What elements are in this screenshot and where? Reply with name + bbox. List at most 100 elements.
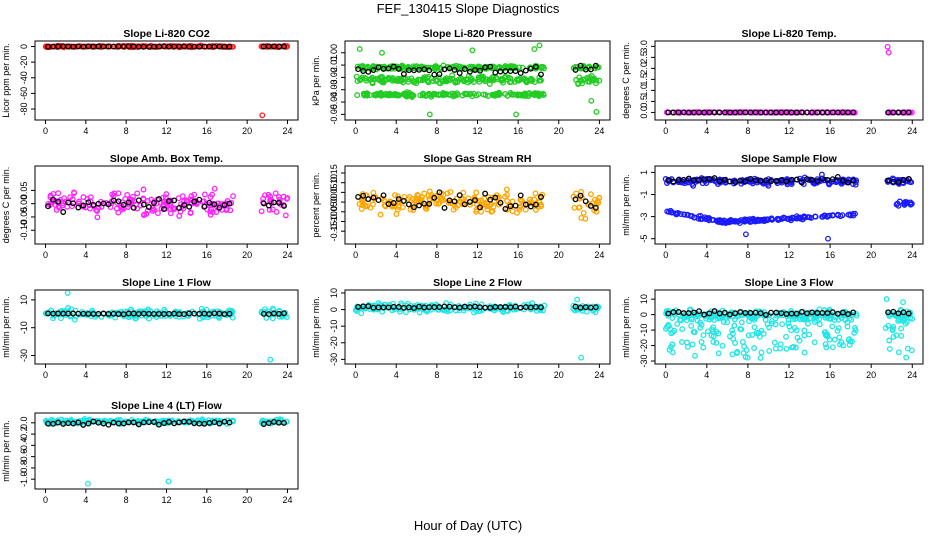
hourly-slope-point: [890, 308, 897, 315]
slope-point: [811, 339, 818, 346]
slope-point: [806, 315, 813, 322]
x-tick-label: 24: [282, 126, 292, 136]
hourly-slope-point: [125, 199, 132, 206]
y-tick-label: 1: [639, 170, 649, 175]
x-tick-label: 0: [663, 126, 668, 136]
slope-point: [692, 352, 698, 359]
outlier-point: [825, 235, 831, 242]
slope-point: [509, 208, 516, 215]
hourly-slope-point: [206, 199, 213, 206]
slope-point: [502, 193, 508, 200]
slope-point: [587, 191, 594, 198]
x-tick-label: 4: [83, 495, 88, 505]
x-tick-label: 16: [202, 126, 212, 136]
hourly-slope-point: [281, 43, 287, 50]
y-tick-label: 0.05: [329, 184, 339, 202]
x-tick-label: 4: [704, 250, 709, 260]
slope-point: [43, 43, 49, 50]
hourly-slope-point: [416, 202, 423, 209]
x-tick-label: 0: [43, 250, 48, 260]
slope-point: [47, 192, 54, 199]
slope-point: [742, 354, 749, 360]
plot-frame: [34, 40, 299, 121]
hourly-slope-point: [360, 192, 367, 199]
slope-point: [381, 91, 387, 98]
hourly-slope-point: [572, 196, 579, 203]
x-tick-label: 24: [907, 370, 917, 380]
y-axis-label: kPa per min.: [311, 55, 321, 106]
hourly-slope-point: [201, 203, 208, 210]
y-tick-label: 0.10: [329, 174, 339, 192]
slope-point: [749, 180, 756, 187]
slope-point: [895, 349, 902, 356]
plot-frame: [654, 40, 924, 121]
slope-point: [374, 90, 381, 97]
hourly-slope-point: [845, 311, 852, 318]
slope-point: [751, 217, 758, 224]
slope-point: [684, 343, 691, 350]
hourly-slope-point: [461, 66, 468, 73]
slope-point: [381, 77, 388, 84]
panel-title: Slope Line 4 (LT) Flow: [111, 400, 222, 412]
slope-point: [472, 300, 479, 307]
outlier-point: [259, 112, 266, 119]
slope-point: [785, 320, 792, 327]
y-axis-label: degrees C per min.: [1, 167, 11, 244]
slope-point: [763, 179, 769, 186]
slope-point: [516, 64, 522, 71]
hourly-slope-point: [365, 196, 372, 203]
slope-point: [134, 190, 141, 197]
slope-point: [188, 44, 195, 51]
slope-point: [757, 354, 764, 361]
slope-point: [729, 327, 735, 334]
hourly-slope-point: [385, 65, 392, 72]
slope-point: [187, 210, 194, 217]
slope-point: [729, 330, 736, 337]
x-tick-label: 20: [866, 370, 876, 380]
hourly-slope-point: [850, 309, 857, 316]
x-tick-label: 24: [594, 126, 604, 136]
hourly-slope-point: [400, 71, 407, 78]
panel-2: Slope Li-820 Pressure kPa per min. 0 4 8 12 16…: [311, 28, 611, 136]
slope-point: [745, 332, 752, 339]
hourly-slope-point: [527, 203, 534, 210]
hourly-slope-point: [466, 198, 473, 205]
slope-point: [518, 76, 525, 83]
hourly-slope-point: [211, 201, 218, 208]
hourly-slope-point: [60, 209, 67, 215]
slope-point: [213, 209, 220, 215]
slope-point: [734, 109, 741, 116]
slope-point: [882, 325, 889, 331]
slope-point: [385, 74, 392, 81]
slope-point: [749, 314, 756, 321]
outlier-point: [900, 299, 906, 306]
hourly-slope-point: [517, 192, 524, 199]
hourly-slope-point: [538, 71, 544, 78]
hourly-slope-point: [670, 178, 677, 185]
slope-point: [65, 304, 72, 311]
x-tick-label: 8: [745, 126, 750, 136]
slope-point: [394, 78, 401, 85]
x-tick-label: 8: [124, 126, 129, 136]
y-axis-label: ml/min per min.: [311, 296, 321, 358]
x-tick-label: 8: [434, 126, 439, 136]
slope-point: [71, 189, 77, 196]
hourly-slope-point: [798, 179, 805, 186]
slope-point: [450, 206, 457, 213]
slope-point: [575, 81, 582, 87]
panel-6: Slope Sample Flow ml/min per min. 0 4 8 12 16 2…: [621, 153, 924, 260]
slope-point: [374, 75, 381, 82]
slope-point: [431, 90, 438, 97]
slope-point: [486, 203, 493, 210]
hourly-slope-point: [885, 177, 892, 184]
slope-point: [786, 323, 793, 330]
slope-point: [739, 338, 746, 345]
x-tick-label: 20: [242, 250, 252, 260]
x-tick-label: 8: [745, 370, 750, 380]
y-tick-label: -5: [639, 235, 649, 243]
y-tick-label: 0.5: [639, 95, 649, 108]
slope-point: [669, 315, 676, 321]
hourly-slope-point: [176, 205, 183, 211]
slope-point: [466, 91, 473, 98]
hourly-slope-point: [281, 310, 287, 317]
